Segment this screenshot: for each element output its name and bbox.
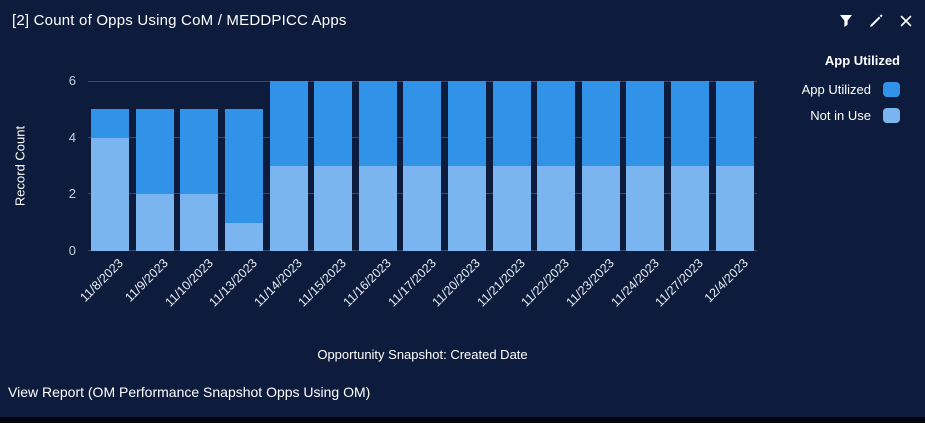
x-tick-label: 11/8/2023 [77, 256, 127, 305]
bar-segment-app-utilized[interactable] [403, 81, 442, 166]
bar-segment-not-in-use[interactable] [314, 166, 353, 251]
bar-segment-app-utilized[interactable] [180, 109, 219, 195]
bar-segment-not-in-use[interactable] [403, 166, 442, 251]
bar[interactable] [266, 81, 311, 251]
chart-legend: App Utilized App Utilized Not in Use [802, 53, 900, 134]
bar-segment-not-in-use[interactable] [135, 194, 174, 251]
x-axis-title: Opportunity Snapshot: Created Date [317, 347, 528, 362]
bar-segment-not-in-use[interactable] [225, 222, 264, 251]
bar-segment-not-in-use[interactable] [358, 166, 397, 251]
bar[interactable] [356, 81, 401, 251]
widget-toolbar [838, 13, 913, 28]
plot-area [88, 81, 757, 251]
bar-segment-app-utilized[interactable] [581, 81, 620, 166]
bar[interactable] [623, 81, 668, 251]
legend-items: App Utilized Not in Use [802, 82, 900, 123]
bar-segment-app-utilized[interactable] [715, 81, 754, 166]
y-tick-label: 2 [68, 186, 76, 202]
bar[interactable] [222, 81, 267, 251]
bar-segment-not-in-use[interactable] [448, 166, 487, 251]
bar[interactable] [534, 81, 579, 251]
legend-item[interactable]: Not in Use [802, 108, 900, 123]
y-tick-label: 6 [68, 73, 76, 88]
legend-item[interactable]: App Utilized [802, 82, 900, 97]
bar-segment-app-utilized[interactable] [671, 81, 710, 166]
view-report-link[interactable]: View Report (OM Performance Snapshot Opp… [8, 384, 371, 400]
close-icon[interactable] [898, 13, 913, 28]
y-tick-label: 0 [68, 243, 76, 258]
bar[interactable] [579, 81, 624, 251]
bar-segment-not-in-use[interactable] [581, 166, 620, 251]
widget-title: [2] Count of Opps Using CoM / MEDDPICC A… [12, 12, 347, 29]
bars-container [88, 81, 757, 251]
legend-swatch [883, 82, 900, 97]
bar-segment-app-utilized[interactable] [91, 109, 130, 138]
bar-segment-not-in-use[interactable] [492, 166, 531, 251]
bar[interactable] [489, 81, 534, 251]
bar[interactable] [177, 81, 222, 251]
bar-segment-app-utilized[interactable] [269, 81, 308, 166]
bar-segment-not-in-use[interactable] [626, 166, 665, 251]
y-tick-label: 4 [68, 129, 76, 145]
bar[interactable] [88, 81, 133, 251]
y-axis-title: Record Count [12, 125, 28, 207]
bar-segment-not-in-use[interactable] [91, 137, 130, 251]
x-tick-label: 12/4/2023 [701, 256, 751, 306]
bar-segment-app-utilized[interactable] [314, 81, 353, 166]
legend-item-label: Not in Use [810, 108, 871, 123]
bar-segment-not-in-use[interactable] [715, 166, 754, 251]
bar-segment-not-in-use[interactable] [180, 194, 219, 251]
bar[interactable] [400, 81, 445, 251]
legend-header: App Utilized [824, 53, 900, 68]
bar-segment-not-in-use[interactable] [671, 166, 710, 251]
bar[interactable] [133, 81, 178, 251]
bar-segment-app-utilized[interactable] [448, 81, 487, 166]
bar[interactable] [668, 81, 713, 251]
bar-segment-not-in-use[interactable] [537, 166, 576, 251]
bar-segment-app-utilized[interactable] [537, 81, 576, 166]
legend-swatch [883, 108, 900, 123]
bar-segment-not-in-use[interactable] [269, 166, 308, 251]
bottom-strip [0, 417, 925, 423]
bar-segment-app-utilized[interactable] [358, 81, 397, 166]
bar-segment-app-utilized[interactable] [135, 109, 174, 195]
bar-segment-app-utilized[interactable] [626, 81, 665, 166]
filter-icon[interactable] [838, 13, 853, 28]
y-axis-ticks: 0 2 4 6 [44, 73, 76, 258]
bar[interactable] [311, 81, 356, 251]
x-axis-labels: 11/8/2023 11/9/2023 11/10/2023 11/13/2023 11… [78, 256, 757, 346]
bar-segment-app-utilized[interactable] [492, 81, 531, 166]
bar[interactable] [445, 81, 490, 251]
bar[interactable] [712, 81, 757, 251]
edit-pencil-icon[interactable] [868, 13, 883, 28]
bar-segment-app-utilized[interactable] [225, 109, 264, 223]
legend-item-label: App Utilized [801, 82, 871, 97]
